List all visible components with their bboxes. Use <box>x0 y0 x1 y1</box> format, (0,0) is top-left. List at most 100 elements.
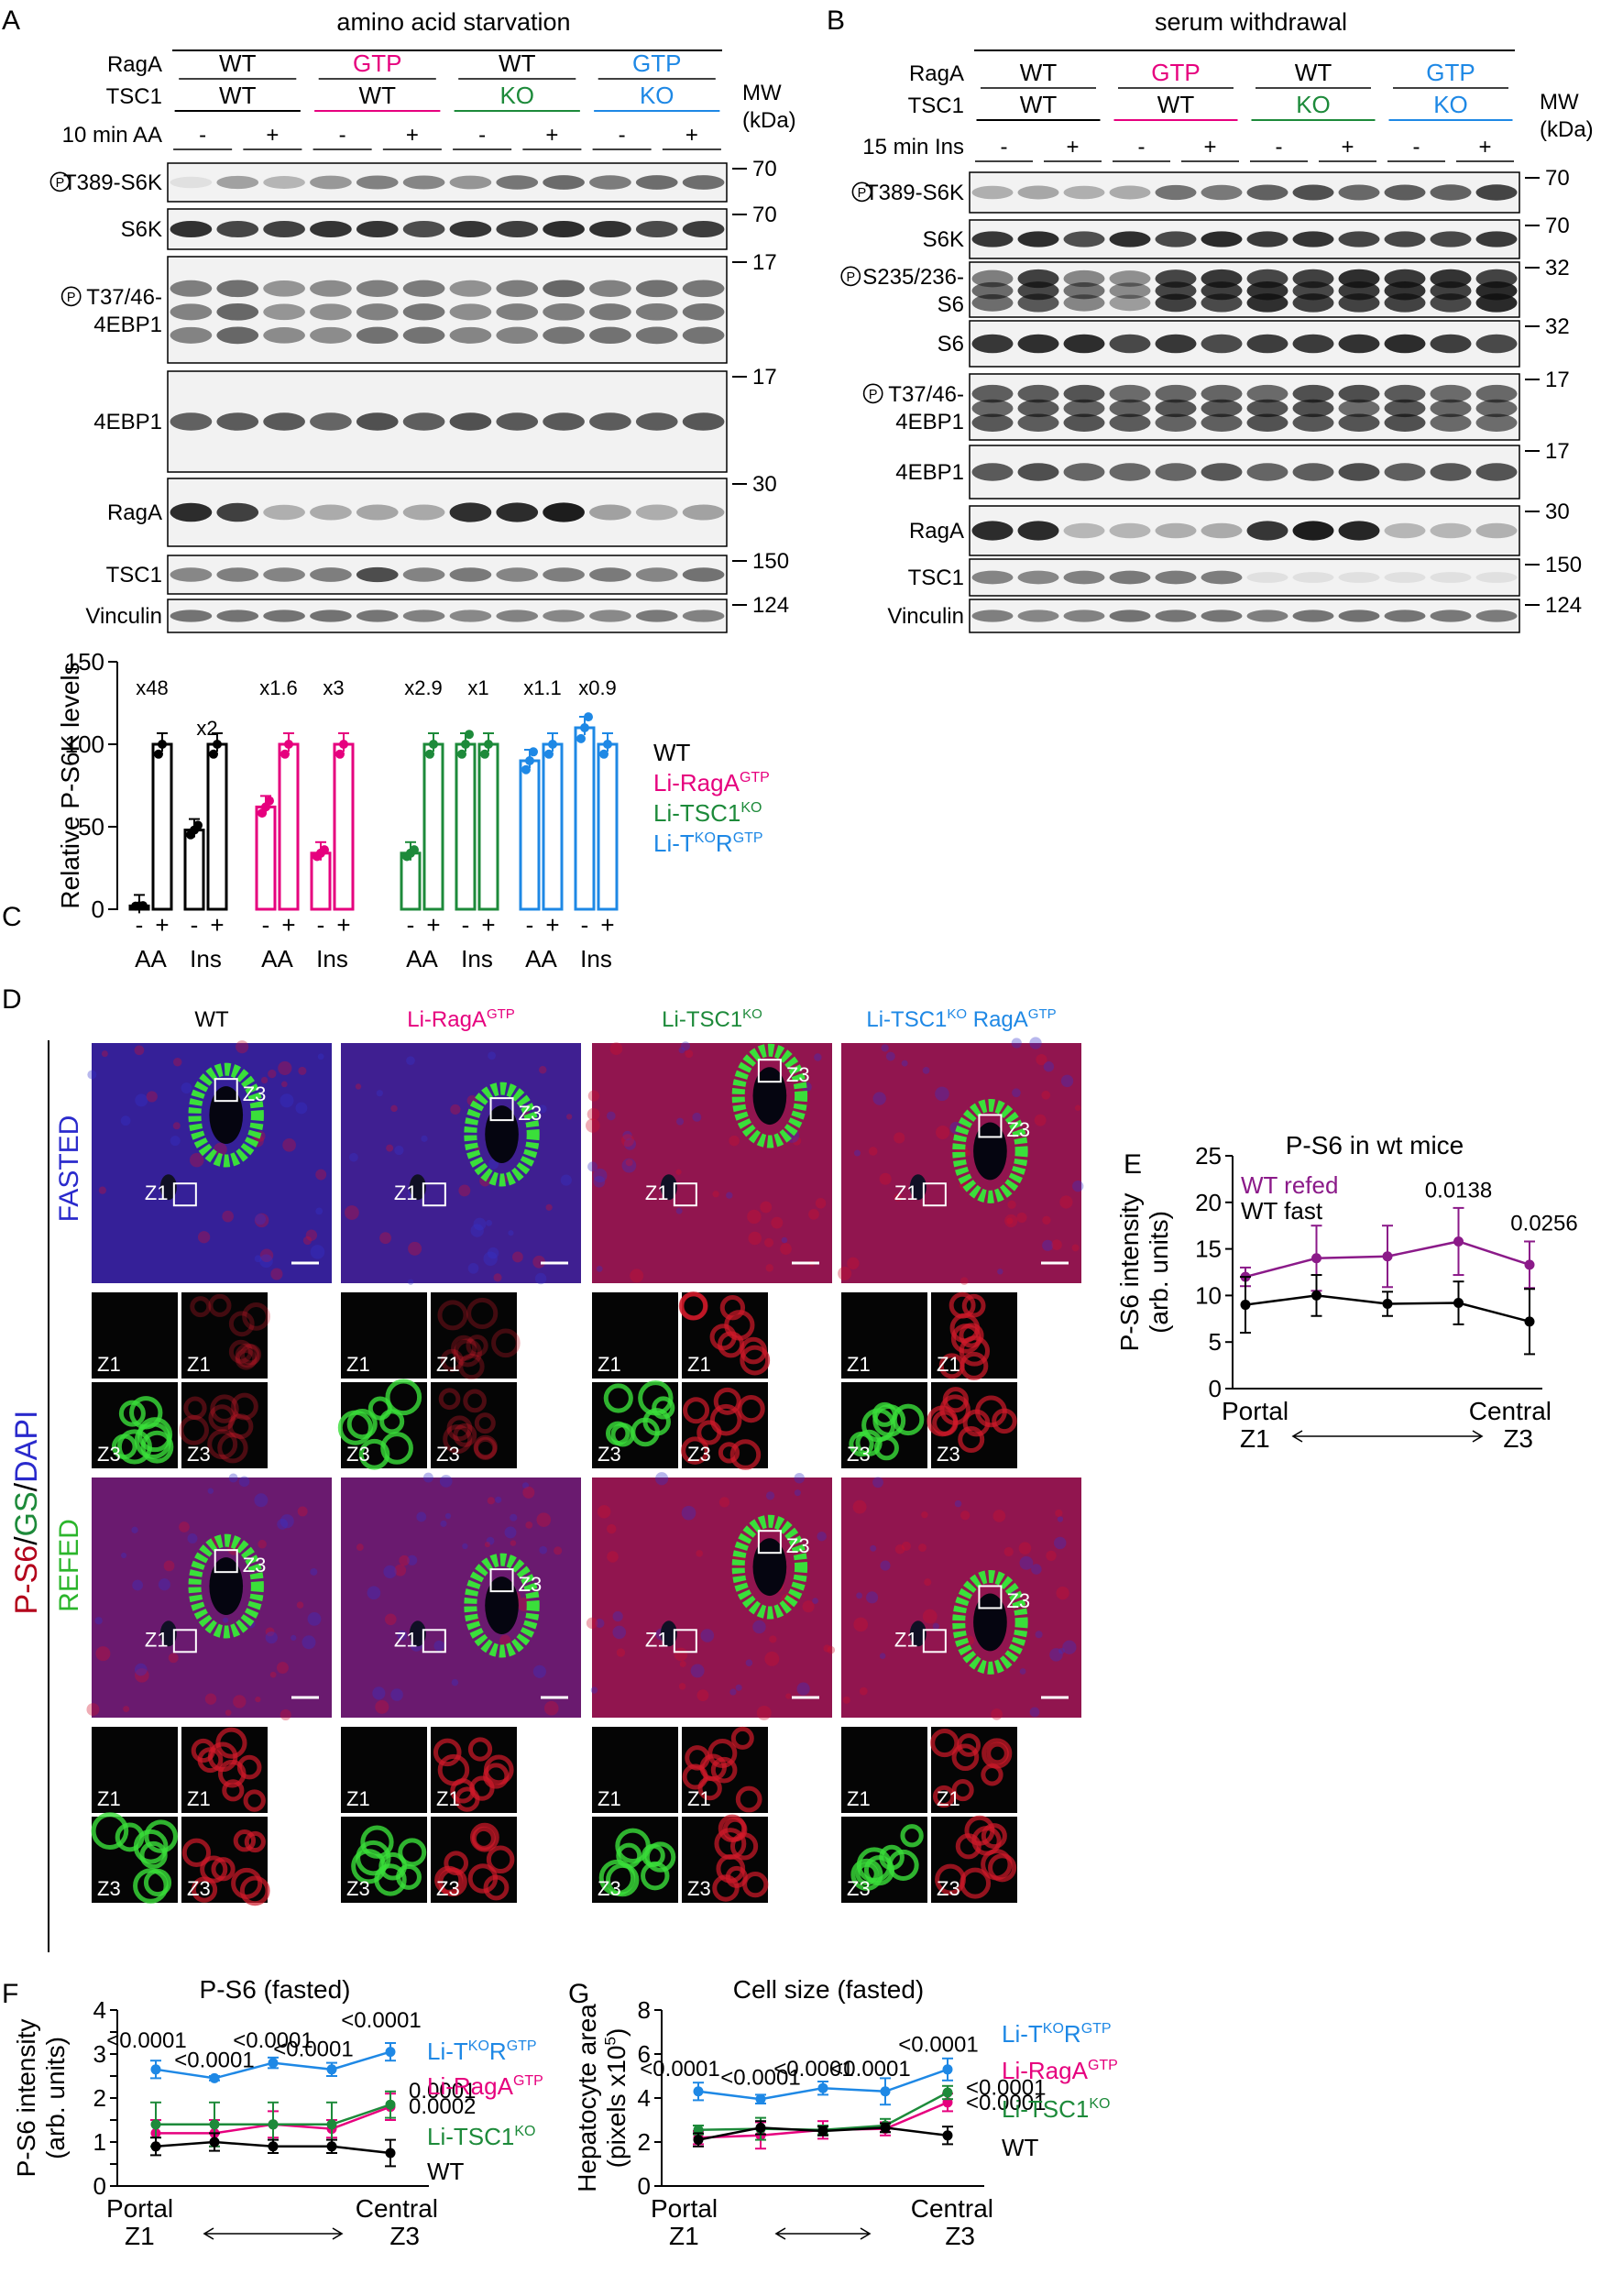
blot-band <box>1109 294 1151 312</box>
data-point <box>880 2122 891 2133</box>
cell-speckle <box>894 1543 905 1554</box>
panel-letter-d: D <box>2 984 22 1015</box>
blot-band <box>170 280 213 297</box>
blot-band <box>1109 610 1151 622</box>
blot-band <box>1430 334 1472 354</box>
data-point <box>544 749 554 759</box>
blot-band <box>589 175 631 190</box>
treatment-sign: - <box>199 123 206 148</box>
blot-band <box>1201 610 1243 622</box>
blot-band <box>1292 413 1334 432</box>
micrograph-background <box>341 1043 581 1283</box>
blot-band <box>635 280 678 298</box>
cell-speckle <box>291 1634 297 1641</box>
cell-speckle <box>1054 1536 1067 1550</box>
pS6-signal <box>592 1478 832 1718</box>
x-group-label: Ins <box>190 945 222 972</box>
zone-label: Z3 <box>97 1443 121 1466</box>
column-header: WT <box>194 1007 229 1032</box>
cell-speckle <box>179 1522 190 1532</box>
blot-band <box>1155 463 1197 481</box>
treatment-sign: - <box>1276 135 1283 159</box>
text-part: WT <box>1002 2134 1039 2161</box>
treatment-sign: - <box>478 123 486 148</box>
row-label-raga: RagA <box>107 52 162 77</box>
cell-speckle <box>394 1564 407 1576</box>
blot-band <box>1338 572 1380 583</box>
cell-speckle <box>1019 1555 1034 1570</box>
inset-frame <box>841 1727 927 1813</box>
micrograph: Z1 Z3 Z1 Z1 Z3 Z3 <box>87 1040 332 1468</box>
inset-ps6: Z1 <box>930 1727 1017 1813</box>
blot-band <box>1292 399 1334 418</box>
cell-speckle <box>817 1531 827 1542</box>
text-part: R <box>489 2038 507 2065</box>
cell-speckle <box>827 1645 836 1654</box>
ps6-cell <box>217 1759 247 1788</box>
superscript: KO <box>695 830 716 846</box>
ps6-cell <box>190 1296 212 1318</box>
legend-item: Li-TSC1KO <box>427 2123 535 2150</box>
blot-band <box>1384 463 1426 481</box>
y-tick-label: 0 <box>1209 1375 1222 1402</box>
cell-speckle <box>812 1598 818 1604</box>
cell-speckle <box>499 1634 511 1647</box>
cell-speckle <box>696 1550 703 1557</box>
cell-speckle <box>355 1083 362 1090</box>
ps6-cell <box>437 1300 468 1331</box>
blot-band <box>216 502 259 522</box>
gs-cell <box>91 1812 129 1850</box>
ps6-cell <box>235 1343 260 1368</box>
inset-ps6: Z1 <box>181 1292 270 1379</box>
micrograph: Z1 Z3 Z1 Z1 Z3 Z3 <box>337 1043 581 1470</box>
cell-speckle <box>543 1700 559 1716</box>
gs-cell <box>652 1396 675 1420</box>
blot-band <box>449 303 492 321</box>
cell-speckle <box>440 1520 447 1527</box>
gs-cell <box>115 1822 145 1852</box>
phospho-letter: P <box>858 186 867 201</box>
cell-speckle <box>450 1104 461 1115</box>
cell-speckle <box>521 1482 530 1489</box>
series <box>693 2093 953 2150</box>
cell-speckle <box>566 1114 573 1120</box>
blot-label: S6K <box>121 217 162 242</box>
text-part: Li-RagA <box>407 1007 487 1032</box>
cell-speckle <box>1006 1217 1014 1225</box>
row-label-refed: REFED <box>54 1519 84 1612</box>
arrow-head-left <box>1291 1430 1303 1443</box>
portal-vein <box>159 1174 177 1201</box>
ps6-cell <box>951 1778 974 1802</box>
blot-band <box>216 220 259 238</box>
ps6-cell <box>434 1865 464 1895</box>
cell-speckle <box>712 1191 719 1198</box>
roi-box-z1 <box>673 1629 697 1653</box>
pS6-signal <box>592 1043 832 1283</box>
cell-speckle <box>1057 1516 1064 1522</box>
blot-label: T37/46- <box>888 382 964 407</box>
blot-band <box>216 610 259 622</box>
blot-band <box>356 610 399 622</box>
zone-label: Z1 <box>894 1628 918 1651</box>
cell-speckle <box>1062 1640 1077 1654</box>
blot-band <box>263 610 305 622</box>
stain-name: / <box>9 1536 44 1545</box>
cell-speckle <box>1034 1114 1047 1126</box>
y-tick-label: 100 <box>65 731 104 758</box>
blot-band <box>356 303 399 321</box>
cell-speckle <box>534 1272 547 1285</box>
blot-band <box>1017 293 1059 313</box>
blot-band <box>682 567 725 582</box>
cell-speckle <box>406 1056 415 1066</box>
phospho-icon: P <box>862 383 883 404</box>
cell-speckle <box>236 1040 249 1054</box>
raga-genotype: WT <box>499 49 536 77</box>
y-tick-label: 15 <box>1195 1236 1222 1263</box>
blot-frame <box>167 208 728 250</box>
ps6-cell <box>215 1727 247 1759</box>
cell-speckle <box>1012 1088 1021 1098</box>
cell-speckle <box>1049 1648 1063 1662</box>
p-value: 0.0002 <box>409 2094 476 2119</box>
blot-band <box>682 175 725 190</box>
